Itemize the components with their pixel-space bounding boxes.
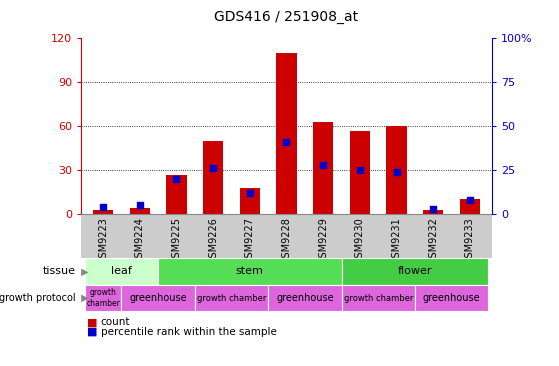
Bar bbox=[460, 199, 480, 214]
Text: count: count bbox=[101, 317, 130, 328]
Text: percentile rank within the sample: percentile rank within the sample bbox=[101, 326, 277, 337]
Point bbox=[466, 197, 475, 203]
Bar bbox=[203, 141, 223, 214]
Point bbox=[98, 204, 107, 210]
Point bbox=[282, 139, 291, 145]
Point bbox=[245, 190, 254, 196]
Text: tissue: tissue bbox=[42, 266, 75, 276]
Bar bbox=[313, 122, 333, 214]
Bar bbox=[130, 208, 150, 214]
Bar bbox=[276, 53, 297, 214]
Text: leaf: leaf bbox=[111, 266, 132, 276]
Point bbox=[209, 165, 217, 171]
Point bbox=[429, 206, 438, 212]
Point bbox=[319, 162, 328, 168]
Text: growth protocol: growth protocol bbox=[0, 293, 75, 303]
Point bbox=[135, 202, 144, 208]
Point bbox=[356, 167, 364, 173]
Text: growth
chamber: growth chamber bbox=[86, 288, 120, 308]
Text: ■: ■ bbox=[87, 326, 97, 337]
Text: growth chamber: growth chamber bbox=[197, 294, 266, 303]
Text: flower: flower bbox=[397, 266, 432, 276]
Text: stem: stem bbox=[236, 266, 264, 276]
Point bbox=[392, 169, 401, 175]
Text: greenhouse: greenhouse bbox=[276, 293, 334, 303]
Text: ▶: ▶ bbox=[78, 266, 89, 276]
Bar bbox=[386, 126, 406, 214]
Text: ■: ■ bbox=[87, 317, 97, 328]
Bar bbox=[93, 210, 113, 214]
Bar bbox=[350, 131, 370, 214]
Text: ▶: ▶ bbox=[78, 293, 89, 303]
Bar bbox=[240, 188, 260, 214]
Bar bbox=[167, 175, 187, 214]
Text: GDS416 / 251908_at: GDS416 / 251908_at bbox=[215, 10, 358, 24]
Text: greenhouse: greenhouse bbox=[423, 293, 480, 303]
Text: greenhouse: greenhouse bbox=[129, 293, 187, 303]
Text: growth chamber: growth chamber bbox=[344, 294, 413, 303]
Point bbox=[172, 176, 181, 182]
Bar bbox=[423, 210, 443, 214]
